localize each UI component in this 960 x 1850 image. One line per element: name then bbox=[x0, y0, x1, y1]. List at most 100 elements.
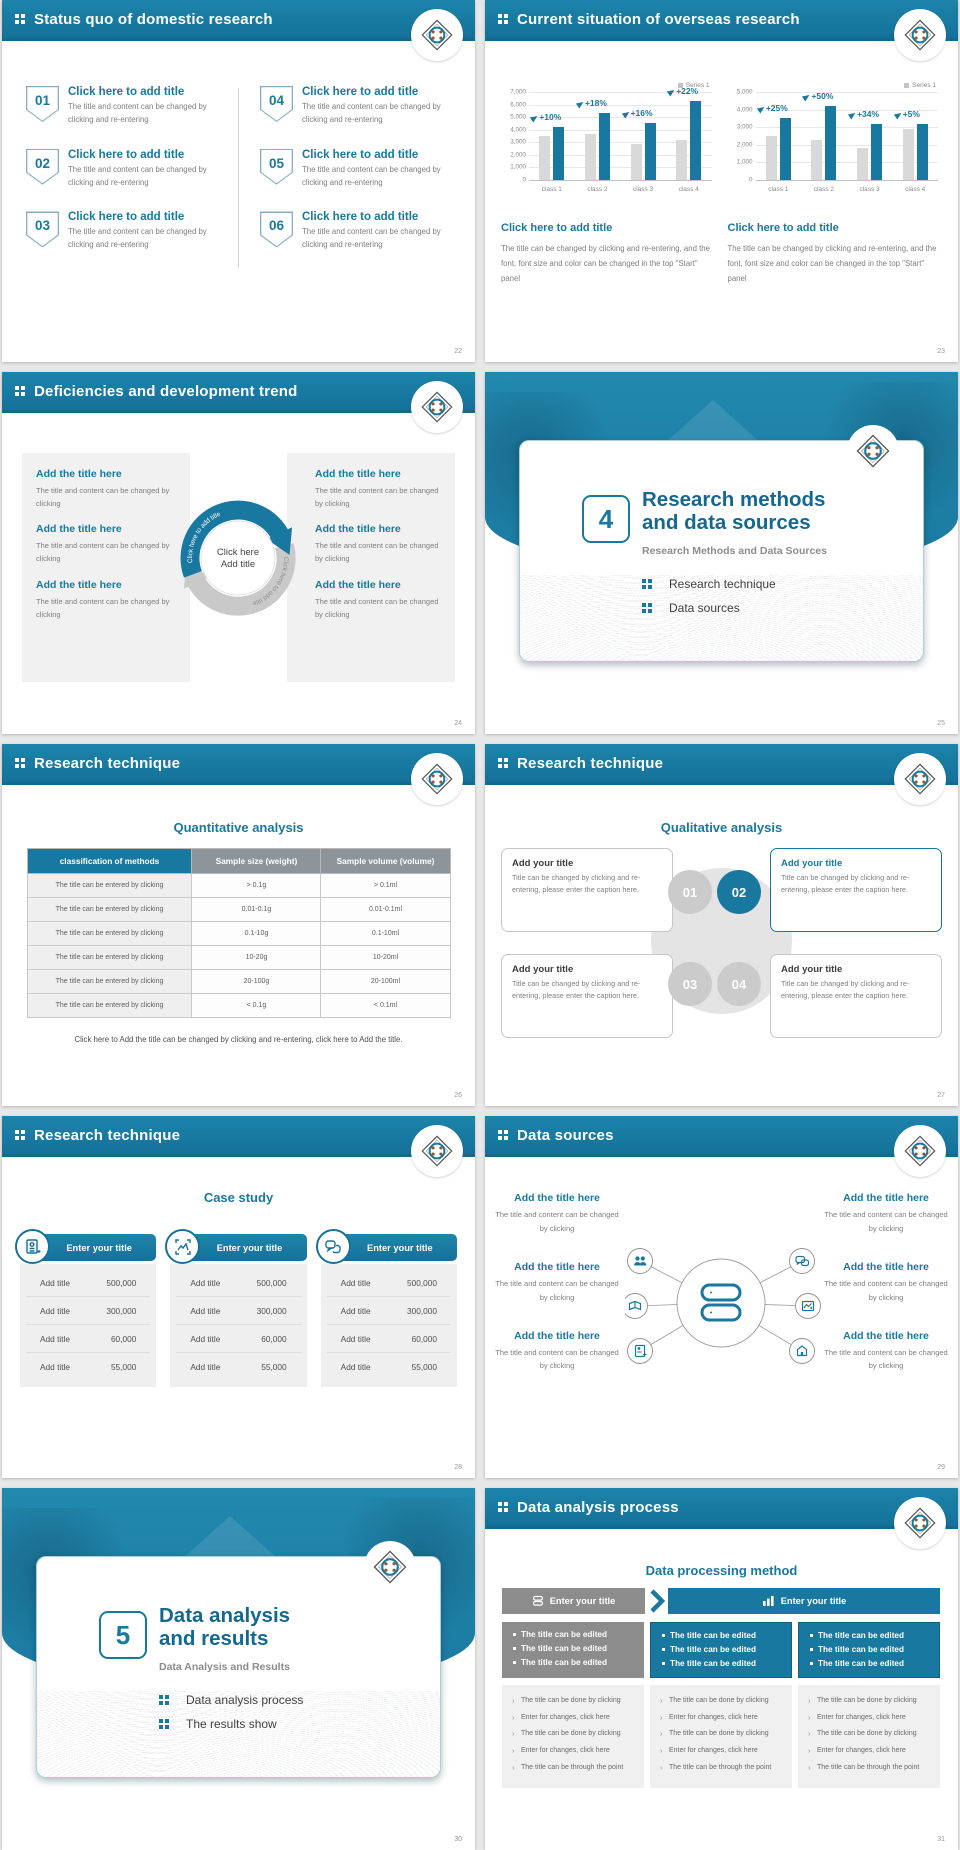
bar-series1 bbox=[598, 113, 610, 180]
item-description: The title and content can be changed by … bbox=[68, 227, 207, 250]
title-bullet-icon bbox=[498, 758, 508, 768]
people-icon bbox=[627, 1248, 653, 1274]
bar-group: +34% bbox=[847, 92, 883, 180]
content-title: Quantitative analysis bbox=[173, 820, 304, 835]
x-tick-label: class 1 bbox=[541, 186, 562, 193]
gridline bbox=[755, 127, 938, 129]
slide-thumbnail-29[interactable]: Data sources Add the title here The title… bbox=[485, 1116, 958, 1478]
bullet-icon bbox=[159, 1719, 169, 1729]
bar-chart-right: Series 1 0 1,000 2,000 3,000 4,000 5,000 +25% +… bbox=[724, 82, 947, 222]
item-title: Click here to add title bbox=[302, 211, 419, 224]
chat-bubbles-icon bbox=[789, 1248, 815, 1274]
table-header-cell: classification of methods bbox=[26, 848, 193, 874]
methods-table: classification of methods Sample size (w… bbox=[26, 848, 451, 1018]
growth-arrow-icon bbox=[575, 99, 586, 109]
quadrant-card-3: Add your title Title can be changed by cl… bbox=[501, 954, 673, 1038]
slide-title: Data sources bbox=[517, 1126, 614, 1144]
bar-series1 bbox=[553, 127, 565, 180]
slide-thumbnail-24[interactable]: Deficiencies and development trend Add t… bbox=[2, 372, 475, 734]
slide-thumbnail-30[interactable]: 5 Data analysis and results Data Analysis… bbox=[2, 1488, 475, 1850]
number-badge: 03 bbox=[26, 211, 59, 247]
text-panel-left: Add the title here The title and content … bbox=[22, 453, 190, 682]
notes-box: The title can be done by clicking Enter … bbox=[798, 1685, 940, 1789]
slide-thumbnail-25[interactable]: 4 Research methods and data sources Resea… bbox=[485, 372, 958, 734]
chart-x-axis: class 1 class 2 class 3 class 4 bbox=[529, 186, 712, 193]
chart-image-icon bbox=[795, 1293, 821, 1319]
gridline bbox=[529, 104, 712, 106]
slide-thumbnail-22[interactable]: Status quo of domestic research 01 Click… bbox=[2, 0, 475, 362]
table-row: The title can be entered by clicking 0.01… bbox=[26, 897, 451, 922]
gridline bbox=[529, 167, 712, 169]
data-source-list-left: Add the title here The title and content … bbox=[493, 1192, 621, 1398]
title-bullet-icon bbox=[15, 14, 25, 24]
notes-box: The title can be done by clicking Enter … bbox=[502, 1685, 644, 1789]
open-book-icon bbox=[625, 1293, 648, 1319]
process-step-1: Enter your title bbox=[502, 1588, 645, 1614]
data-source-item: Add the title here The title and content … bbox=[824, 1260, 948, 1302]
university-logo-icon bbox=[411, 1125, 463, 1177]
slide-header: Status quo of domestic research bbox=[2, 0, 475, 41]
cycle-arrows-diagram: Click here Add title Click here to add t… bbox=[163, 483, 313, 633]
university-logo-icon bbox=[894, 9, 946, 61]
slide-title: Current situation of overseas research bbox=[517, 10, 800, 28]
slide-header: Deficiencies and development trend bbox=[2, 372, 475, 413]
slide-header: Research technique bbox=[485, 744, 958, 785]
stat-row: Add title 300,000 bbox=[176, 1297, 301, 1325]
slide-title: Status quo of domestic research bbox=[34, 10, 273, 28]
data-source-item: Add the title here The title and content … bbox=[824, 1329, 948, 1371]
stat-row: Add title 60,000 bbox=[326, 1325, 451, 1353]
table-row: The title can be entered by clicking 0.1-… bbox=[26, 921, 451, 946]
growth-arrow-icon bbox=[847, 110, 858, 120]
slide-thumbnail-26[interactable]: Research technique Quantitative analysis… bbox=[2, 744, 475, 1106]
process-column: The title can be edited The title can be… bbox=[798, 1622, 940, 1789]
slide-page-number: 29 bbox=[937, 1464, 945, 1471]
slide-title: Deficiencies and development trend bbox=[34, 382, 298, 400]
section-bullet: The results show bbox=[159, 1717, 303, 1731]
bar-baseline bbox=[676, 139, 688, 180]
slide-page-number: 30 bbox=[454, 1836, 462, 1843]
item-title: Click here to add title bbox=[302, 86, 419, 98]
database-icon bbox=[700, 1283, 742, 1322]
arrow-right-icon bbox=[645, 1588, 668, 1614]
contact-card-icon bbox=[15, 1229, 50, 1264]
quadrant-card-1: Add your title Title can be changed by cl… bbox=[501, 848, 673, 932]
number-badge: 01 bbox=[26, 86, 59, 122]
panel-item: Add the title here The title and content … bbox=[36, 523, 170, 564]
slide-thumbnail-23[interactable]: Current situation of overseas research S… bbox=[485, 0, 958, 362]
y-tick-label: 3,000 bbox=[510, 138, 526, 146]
list-item: 03 Click here to add title The title and… bbox=[26, 211, 220, 252]
slide-thumbnail-31[interactable]: Data analysis process Data processing me… bbox=[485, 1488, 958, 1850]
growth-arrow-icon bbox=[756, 104, 766, 114]
bar-series1 bbox=[779, 118, 791, 180]
y-tick-label: 1,000 bbox=[736, 158, 753, 166]
growth-label: +25% bbox=[756, 103, 788, 114]
bar-group: +22% bbox=[667, 86, 702, 180]
x-tick-label: class 2 bbox=[587, 186, 608, 193]
growth-arrow-icon bbox=[530, 113, 540, 123]
bar-baseline bbox=[857, 148, 869, 180]
chart-legend: Series 1 bbox=[904, 82, 936, 89]
bar-baseline bbox=[765, 136, 777, 180]
data-source-item: Add the title here The title and content … bbox=[495, 1329, 619, 1371]
x-tick-label: class 3 bbox=[632, 186, 654, 193]
stat-row: Add title 60,000 bbox=[26, 1325, 151, 1353]
gridline bbox=[529, 154, 712, 156]
slide-thumbnail-28[interactable]: Research technique Case study Enter your… bbox=[2, 1116, 475, 1478]
number-badge: 06 bbox=[260, 211, 293, 247]
y-tick-label: 1,000 bbox=[510, 163, 526, 171]
x-tick-label: class 1 bbox=[768, 186, 789, 193]
number-badge: 05 bbox=[260, 149, 293, 185]
slide-page-number: 22 bbox=[454, 348, 462, 355]
slide-header: Research technique bbox=[2, 1116, 475, 1157]
y-tick-label: 2,000 bbox=[736, 141, 753, 149]
chart-plot: 0 1,000 2,000 3,000 4,000 5,000 6,000 7,000 +10%… bbox=[510, 86, 712, 184]
stat-card: Enter your title Add title 500,000 Add ti… bbox=[315, 1229, 457, 1387]
slide-thumbnail-27[interactable]: Research technique Qualitative analysis … bbox=[485, 744, 958, 1106]
table-row: The title can be entered by clicking > 0.… bbox=[26, 873, 451, 898]
gridline bbox=[529, 117, 712, 119]
bar-group: +25% bbox=[756, 92, 791, 180]
item-title: Click here to add title bbox=[302, 148, 419, 161]
panel-item: Add the title here The title and content … bbox=[36, 468, 170, 509]
table-header-cell: Sample size (weight) bbox=[191, 848, 322, 874]
bar-baseline bbox=[902, 128, 914, 180]
